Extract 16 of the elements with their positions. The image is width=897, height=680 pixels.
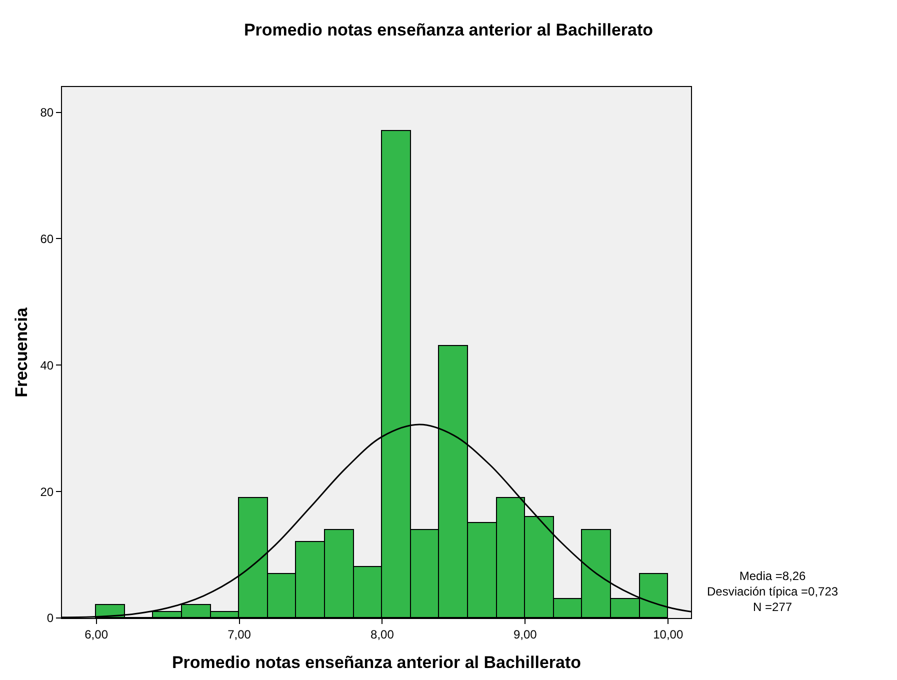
x-tick-label: 10,00 <box>653 627 684 642</box>
text: Desviación típica =0,723 <box>707 584 838 599</box>
y-axis-title: Frecuencia <box>12 307 31 398</box>
y-tick-label: 0 <box>46 611 54 626</box>
text: Media =8,26 <box>739 569 806 583</box>
y-tick-label: 40 <box>40 358 54 372</box>
x-tick-label: 8,00 <box>370 627 394 642</box>
x-tick-label: 9,00 <box>513 627 538 642</box>
x-tick-label: 7,00 <box>228 627 252 642</box>
y-tick-label: 60 <box>40 232 54 246</box>
x-axis-title: Promedio notas enseñanza anterior al Bachillerato <box>172 652 582 672</box>
text: N =277 <box>753 600 792 614</box>
x-tick-label: 6,00 <box>84 627 108 642</box>
y-tick-label: 80 <box>40 105 54 120</box>
y-tick-label: 20 <box>40 484 54 499</box>
chart-title: Promedio notas enseñanza anterior al Bachillerato <box>244 20 654 40</box>
